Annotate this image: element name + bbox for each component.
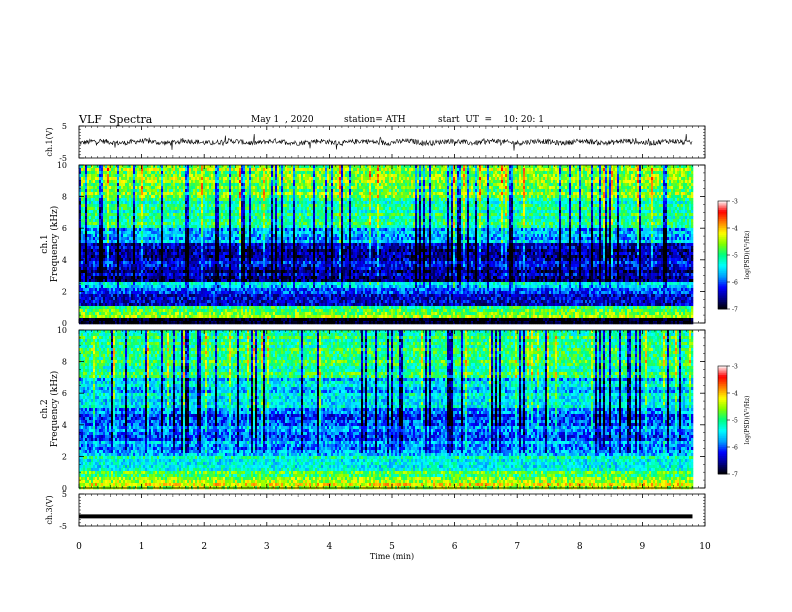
x-axis-label: Time (min)	[370, 552, 414, 561]
x-tick-label: 8	[577, 542, 583, 552]
x-tick-label: 3	[264, 542, 270, 552]
y-axis-label: ch.3(V)	[45, 495, 54, 524]
colorbar-ch1	[717, 200, 730, 310]
y-tick-label: -5	[59, 522, 67, 531]
colorbar-tick-label: -3	[732, 199, 738, 206]
y-tick-label: 2	[62, 287, 67, 296]
y-tick-label: 0	[62, 484, 67, 493]
y-tick-label: 8	[62, 193, 67, 202]
y-tick-label: 6	[62, 224, 67, 233]
x-tick-label: 4	[327, 542, 333, 552]
colorbar-ch2	[717, 365, 730, 475]
x-tick-label: 7	[514, 542, 520, 552]
y-tick-label: 5	[62, 122, 67, 131]
y-tick-label: 0	[62, 319, 67, 328]
colorbar-tick-label: -6	[732, 445, 738, 452]
channel-label: ch.2	[40, 399, 50, 418]
y-tick-label: 6	[62, 389, 67, 398]
y-tick-label: 8	[62, 358, 67, 367]
chart-title: VLF Spectra	[79, 113, 152, 126]
y-tick-label: 5	[62, 490, 67, 499]
spectrogram-ch2	[79, 330, 694, 490]
y-axis-label: Frequency (kHz)	[49, 206, 60, 283]
channel-label: ch.1	[40, 234, 50, 253]
station-label: station= ATH	[344, 115, 406, 125]
y-tick-label: 4	[62, 256, 67, 265]
colorbar-tick-label: -7	[732, 307, 738, 314]
colorbar-label: log(PSD)(V²/Hz)	[744, 231, 751, 280]
colorbar-tick-label: -7	[732, 472, 738, 479]
x-tick-label: 9	[640, 542, 646, 552]
date-label: May 1 , 2020	[251, 115, 314, 125]
colorbar-label: log(PSD)(V²/Hz)	[744, 396, 751, 445]
x-tick-label: 1	[139, 542, 145, 552]
y-axis-label: Frequency (kHz)	[49, 371, 60, 448]
x-tick-label: 6	[452, 542, 458, 552]
y-axis-label: ch.1(V)	[45, 127, 54, 156]
colorbar-tick-label: -4	[732, 226, 738, 233]
y-tick-label: 10	[57, 326, 67, 335]
colorbar-tick-label: -6	[732, 280, 738, 287]
x-tick-label: 2	[201, 542, 207, 552]
x-tick-label: 0	[76, 542, 82, 552]
colorbar-tick-label: -5	[732, 253, 738, 260]
y-tick-label: 4	[62, 421, 67, 430]
colorbar-tick-label: -5	[732, 418, 738, 425]
start-time-label: start UT = 10: 20: 1	[438, 115, 544, 125]
x-tick-label: 10	[699, 542, 711, 552]
y-tick-label: 2	[62, 452, 67, 461]
spectrogram-ch1	[79, 165, 694, 325]
x-tick-label: 5	[389, 542, 395, 552]
colorbar-tick-label: -3	[732, 364, 738, 371]
ch1-waveform-trace	[78, 133, 693, 151]
y-tick-label: -5	[59, 154, 67, 163]
panel-frame	[78, 493, 706, 527]
colorbar-tick-label: -4	[732, 391, 738, 398]
y-tick-label: 10	[57, 161, 67, 170]
